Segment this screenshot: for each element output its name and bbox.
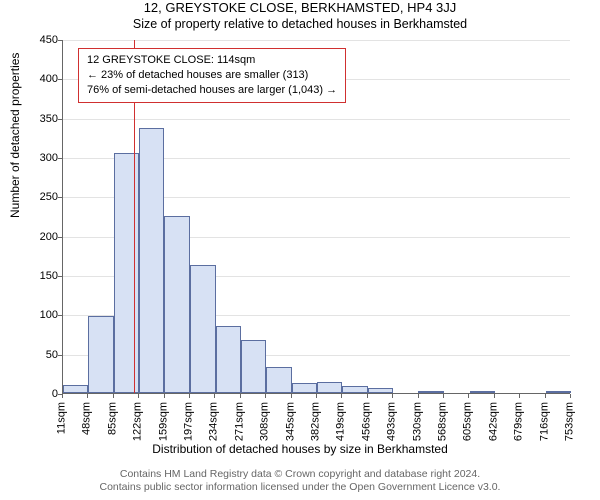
y-tick-label: 50 — [22, 349, 58, 361]
histogram-bar — [88, 316, 113, 393]
callout-line: ← 23% of detached houses are smaller (31… — [87, 68, 337, 83]
x-tick-label: 568sqm — [436, 402, 448, 441]
x-tick-mark — [164, 394, 165, 398]
x-tick-label: 642sqm — [487, 402, 499, 441]
x-tick-mark — [545, 394, 546, 398]
x-tick-label: 85sqm — [106, 402, 118, 435]
x-tick-label: 234sqm — [208, 402, 220, 441]
y-tick-mark — [58, 158, 62, 159]
chart-container: Number of detached properties Distributi… — [0, 36, 600, 450]
histogram-bar — [342, 386, 367, 393]
x-tick-label: 493sqm — [386, 402, 398, 441]
histogram-bar — [292, 383, 317, 393]
x-tick-label: 456sqm — [360, 402, 372, 441]
x-tick-mark — [494, 394, 495, 398]
histogram-bar — [368, 388, 393, 393]
x-tick-mark — [87, 394, 88, 398]
y-tick-label: 150 — [22, 270, 58, 282]
y-tick-label: 300 — [22, 152, 58, 164]
x-tick-mark — [392, 394, 393, 398]
y-tick-mark — [58, 315, 62, 316]
x-tick-label: 679sqm — [513, 402, 525, 441]
x-tick-mark — [138, 394, 139, 398]
x-tick-label: 419sqm — [335, 402, 347, 441]
histogram-bar — [546, 391, 571, 393]
y-tick-label: 200 — [22, 231, 58, 243]
x-tick-mark — [341, 394, 342, 398]
x-tick-label: 308sqm — [259, 402, 271, 441]
histogram-bar — [266, 367, 291, 393]
x-tick-label: 48sqm — [81, 402, 93, 435]
x-tick-mark — [265, 394, 266, 398]
gridline — [63, 119, 570, 120]
x-tick-mark — [291, 394, 292, 398]
x-tick-mark — [240, 394, 241, 398]
x-tick-label: 605sqm — [462, 402, 474, 441]
callout-line: 12 GREYSTOKE CLOSE: 114sqm — [87, 53, 337, 68]
footer-line-1: Contains HM Land Registry data © Crown c… — [0, 468, 600, 481]
y-tick-mark — [58, 119, 62, 120]
y-tick-mark — [58, 276, 62, 277]
x-tick-label: 382sqm — [309, 402, 321, 441]
x-tick-label: 345sqm — [284, 402, 296, 441]
x-tick-mark — [519, 394, 520, 398]
histogram-bar — [418, 391, 444, 393]
x-tick-label: 159sqm — [157, 402, 169, 441]
histogram-bar — [114, 153, 139, 393]
y-tick-mark — [58, 40, 62, 41]
footer-attribution: Contains HM Land Registry data © Crown c… — [0, 468, 600, 494]
x-tick-mark — [443, 394, 444, 398]
y-tick-mark — [58, 197, 62, 198]
y-tick-mark — [58, 79, 62, 80]
x-axis-label: Distribution of detached houses by size … — [0, 442, 600, 456]
y-tick-mark — [58, 237, 62, 238]
y-axis-label: Number of detached properties — [8, 53, 22, 218]
histogram-bar — [216, 326, 241, 393]
x-tick-mark — [367, 394, 368, 398]
x-tick-mark — [214, 394, 215, 398]
histogram-bar — [317, 382, 342, 393]
x-tick-label: 197sqm — [182, 402, 194, 441]
x-tick-label: 716sqm — [538, 402, 550, 441]
page-title: 12, GREYSTOKE CLOSE, BERKHAMSTED, HP4 3J… — [0, 0, 600, 15]
page-subtitle: Size of property relative to detached ho… — [0, 17, 600, 31]
x-tick-mark — [62, 394, 63, 398]
callout-box: 12 GREYSTOKE CLOSE: 114sqm← 23% of detac… — [78, 48, 346, 103]
x-tick-mark — [113, 394, 114, 398]
gridline — [63, 40, 570, 41]
histogram-bar — [139, 128, 164, 393]
y-tick-label: 400 — [22, 73, 58, 85]
x-tick-mark — [316, 394, 317, 398]
x-tick-label: 530sqm — [411, 402, 423, 441]
footer-line-2: Contains public sector information licen… — [0, 481, 600, 494]
histogram-bar — [190, 265, 215, 393]
y-tick-label: 350 — [22, 113, 58, 125]
histogram-bar — [164, 216, 190, 393]
callout-line: 76% of semi-detached houses are larger (… — [87, 83, 337, 98]
y-tick-label: 450 — [22, 34, 58, 46]
y-tick-label: 250 — [22, 191, 58, 203]
x-tick-label: 122sqm — [132, 402, 144, 441]
x-tick-mark — [418, 394, 419, 398]
x-tick-label: 271sqm — [233, 402, 245, 441]
y-tick-mark — [58, 355, 62, 356]
x-tick-label: 753sqm — [563, 402, 575, 441]
histogram-bar — [63, 385, 88, 393]
histogram-bar — [241, 340, 266, 393]
x-tick-label: 11sqm — [55, 402, 67, 434]
histogram-bar — [470, 391, 495, 393]
y-tick-label: 100 — [22, 309, 58, 321]
x-tick-mark — [468, 394, 469, 398]
y-tick-label: 0 — [22, 388, 58, 400]
x-tick-mark — [189, 394, 190, 398]
x-tick-mark — [570, 394, 571, 398]
